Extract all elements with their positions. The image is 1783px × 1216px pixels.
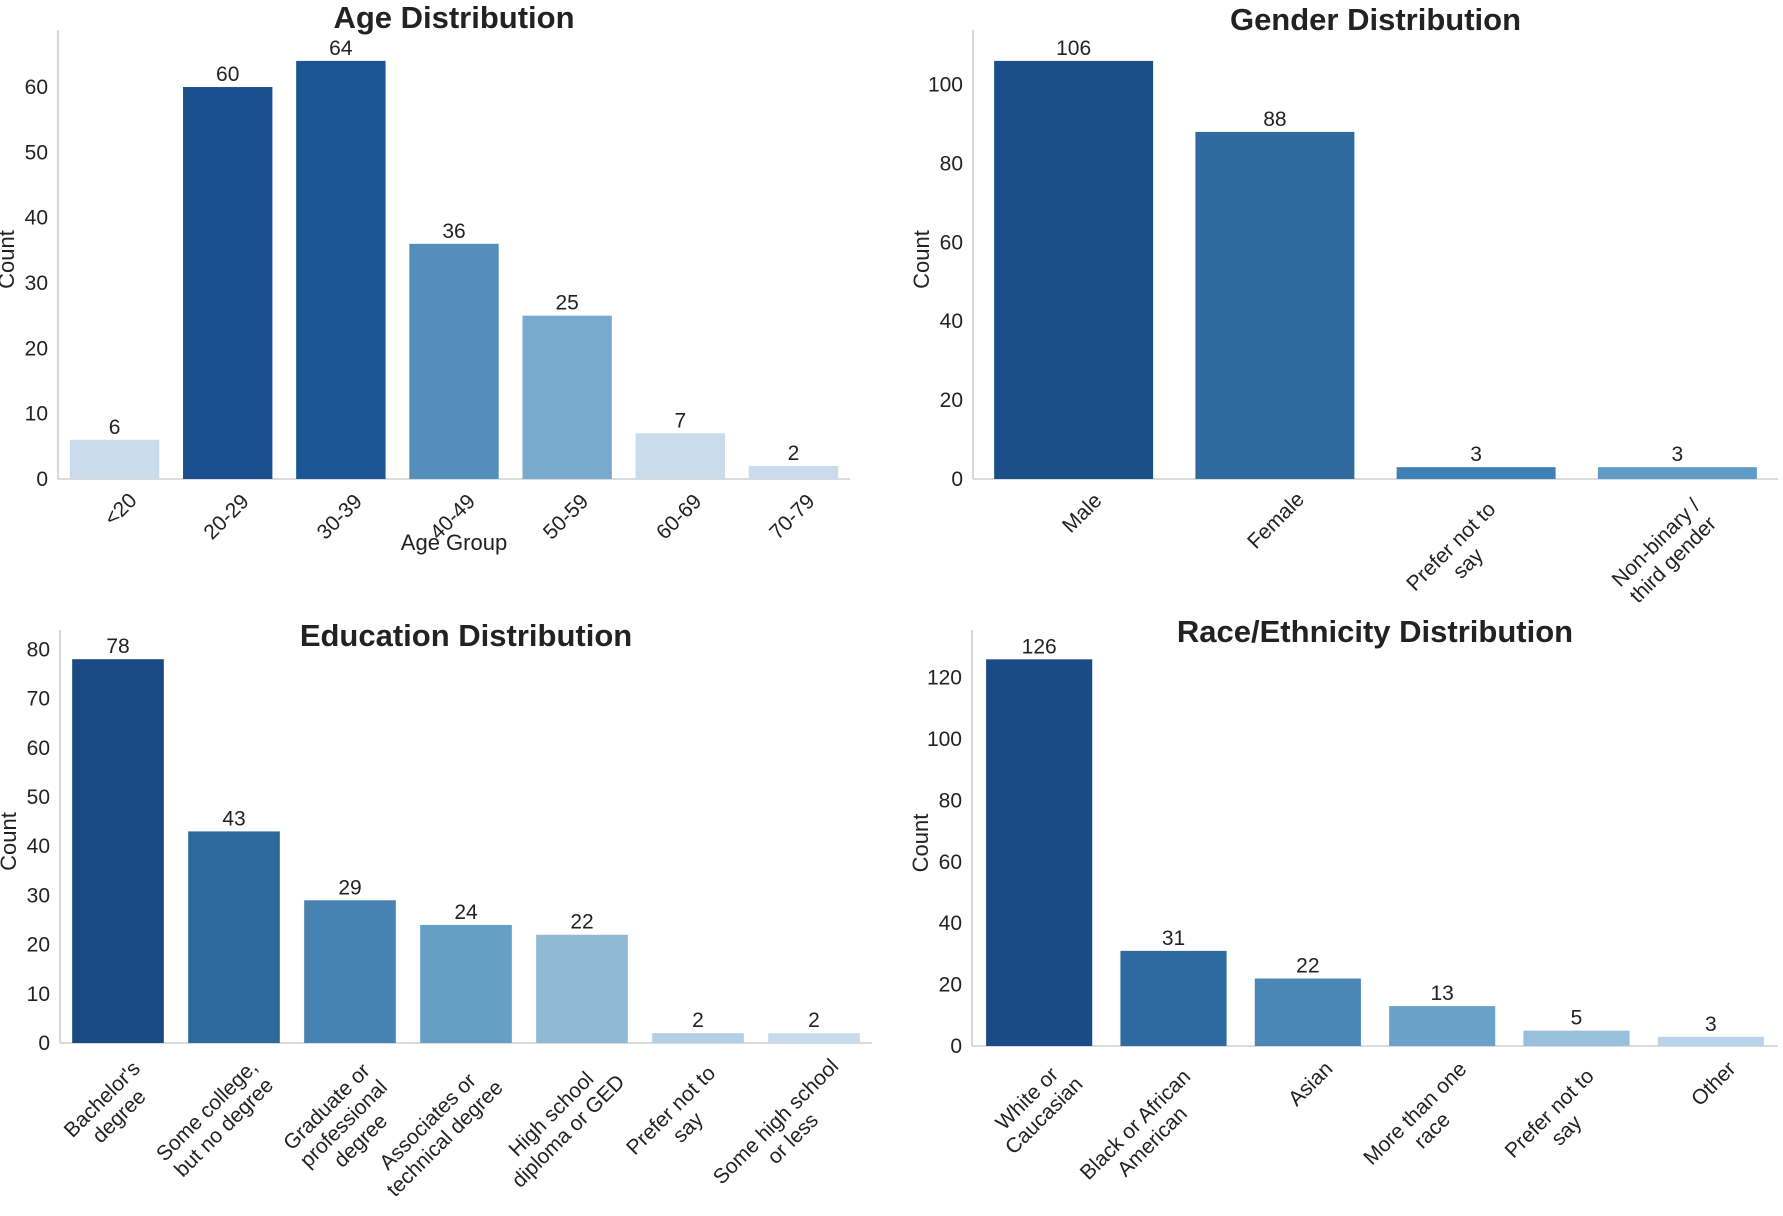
education-bar-some-high-school-or-less (768, 1033, 860, 1043)
education-y-tick-label: 70 (27, 688, 50, 711)
race-y-tick-label: 20 (939, 974, 962, 997)
age-y-tick-label: 50 (25, 141, 48, 164)
education-bar-some-college-but-no-degree (188, 831, 280, 1043)
education-bar-associates-or-technical-degree (420, 924, 512, 1043)
education-value-label-graduate-or-professional-degree: 29 (338, 876, 361, 899)
age-value-label-20-29: 60 (216, 63, 239, 86)
education-value-label-some-college-but-no-degree: 43 (222, 807, 245, 830)
education-y-tick-label: 10 (27, 983, 50, 1006)
age-value-label-30-39: 64 (329, 37, 353, 60)
age-y-tick-label: 0 (36, 468, 48, 491)
education-value-label-high-school-diploma-or-ged: 22 (570, 911, 593, 934)
education-value-label-prefer-not-to-say: 2 (692, 1009, 704, 1032)
race-y-tick-label: 80 (939, 789, 962, 812)
age-value-label-40-49: 36 (442, 220, 465, 243)
age-x-axis-title: Age Group (401, 530, 507, 555)
education-y-tick-label: 0 (38, 1032, 50, 1055)
race-bar-more-than-one-race (1389, 1006, 1496, 1046)
age-bar-60-69 (635, 433, 725, 479)
race-category-label-asian: Asian (1284, 1057, 1337, 1110)
race-y-tick-label: 40 (939, 912, 962, 935)
age-y-tick-label: 60 (25, 76, 48, 99)
education-y-tick-label: 60 (27, 737, 50, 760)
race-y-tick-label: 0 (950, 1035, 962, 1058)
age-value-label-20: 6 (109, 416, 121, 439)
age-value-label-70-79: 2 (788, 442, 800, 465)
education-bar-graduate-or-professional-degree (304, 900, 396, 1043)
age-bar-50-59 (522, 315, 612, 479)
age-value-label-60-69: 7 (674, 409, 686, 432)
race-y-tick-label: 60 (939, 851, 962, 874)
race-y-axis-title: Count (908, 814, 933, 873)
race-category-label-black-or-african-american: Black or AfricanAmerican (1076, 1065, 1212, 1201)
race-value-label-prefer-not-to-say: 5 (1571, 1007, 1583, 1030)
education-bar-bachelor-s-degree (72, 659, 164, 1043)
race-bar-prefer-not-to-say (1523, 1030, 1630, 1046)
age-y-tick-label: 40 (25, 207, 48, 230)
age-value-label-50-59: 25 (555, 292, 578, 315)
race-y-tick-label: 100 (927, 728, 962, 751)
gender-bar-prefer-not-to-say (1396, 467, 1556, 479)
education-y-tick-label: 50 (27, 786, 50, 809)
age-bar-30-39 (296, 60, 386, 480)
gender-y-tick-label: 100 (928, 74, 963, 97)
gender-bar-male (994, 60, 1154, 480)
race-bar-white-or-caucasian (986, 659, 1093, 1046)
education-y-tick-label: 30 (27, 884, 50, 907)
race-chart-title: Race/Ethnicity Distribution (1177, 614, 1573, 649)
race-category-label-more-than-one-race: More than onerace (1359, 1058, 1488, 1187)
race-category-label-white-or-caucasian: White orCaucasian (984, 1056, 1087, 1159)
gender-y-tick-label: 20 (940, 389, 963, 412)
race-value-label-asian: 22 (1296, 954, 1319, 977)
age-y-tick-label: 30 (25, 272, 48, 295)
gender-y-tick-label: 60 (940, 231, 963, 254)
education-y-tick-label: 40 (27, 835, 50, 858)
gender-value-label-non-binary-third-gender: 3 (1672, 443, 1684, 466)
age-bar-20-29 (183, 87, 273, 480)
race-value-label-other: 3 (1705, 1013, 1717, 1036)
age-y-axis-title: Count (0, 230, 19, 289)
gender-y-tick-label: 0 (951, 468, 963, 491)
gender-y-axis-title: Count (909, 230, 934, 289)
age-y-tick-label: 20 (25, 337, 48, 360)
race-value-label-white-or-caucasian: 126 (1022, 635, 1057, 658)
gender-y-tick-label: 80 (940, 152, 963, 175)
gender-value-label-female: 88 (1263, 108, 1286, 131)
education-value-label-bachelor-s-degree: 78 (106, 635, 129, 658)
age-bar-70-79 (748, 465, 839, 479)
education-bar-high-school-diploma-or-ged (536, 934, 628, 1043)
race-bar-asian (1254, 978, 1361, 1046)
gender-value-label-male: 106 (1056, 37, 1091, 60)
race-category-label-other: Other (1687, 1057, 1740, 1110)
education-y-tick-label: 20 (27, 934, 50, 957)
race-category-label-prefer-not-to-say: Prefer not tosay (1501, 1065, 1616, 1180)
race-bar-other (1657, 1036, 1764, 1046)
age-bar-20 (69, 439, 160, 479)
education-bar-prefer-not-to-say (652, 1033, 744, 1043)
age-y-tick-label: 10 (25, 403, 48, 426)
education-value-label-associates-or-technical-degree: 24 (454, 901, 478, 924)
education-y-tick-label: 80 (27, 638, 50, 661)
education-chart-title: Education Distribution (300, 618, 632, 653)
education-y-axis-title: Count (0, 812, 21, 871)
race-bar-black-or-african-american (1120, 950, 1227, 1046)
gender-bar-female (1195, 131, 1355, 479)
gender-value-label-prefer-not-to-say: 3 (1470, 443, 1482, 466)
age-chart-title: Age Distribution (333, 0, 574, 35)
gender-bar-non-binary-third-gender (1597, 467, 1757, 479)
gender-y-tick-label: 40 (940, 310, 963, 333)
race-value-label-black-or-african-american: 31 (1162, 927, 1185, 950)
race-y-tick-label: 120 (927, 667, 962, 690)
race-value-label-more-than-one-race: 13 (1430, 982, 1453, 1005)
gender-chart-title: Gender Distribution (1230, 2, 1521, 37)
age-bar-40-49 (409, 243, 499, 479)
education-value-label-some-high-school-or-less: 2 (808, 1009, 820, 1032)
